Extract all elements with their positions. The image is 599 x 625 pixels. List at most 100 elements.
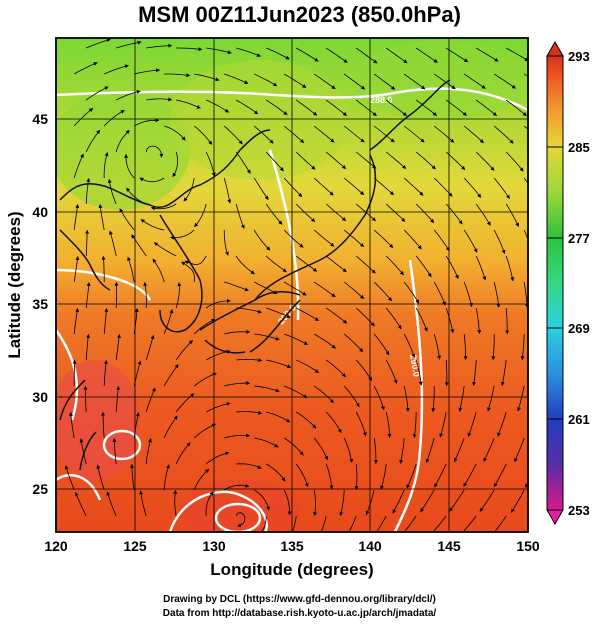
streamline (505, 255, 515, 282)
x-tick-label: 150 (516, 538, 540, 554)
streamline (224, 329, 251, 335)
streamline (236, 410, 263, 415)
streamline (479, 489, 495, 512)
streamline (253, 125, 274, 144)
streamline (444, 359, 449, 387)
streamline (463, 463, 477, 487)
streamline (283, 125, 305, 144)
streamline (146, 97, 173, 102)
streamline (73, 307, 80, 335)
streamline (463, 333, 468, 361)
streamline (295, 463, 309, 488)
streamline (343, 229, 365, 248)
streamline (343, 281, 365, 300)
streamline (291, 515, 297, 532)
streamline (459, 515, 477, 532)
streamline (295, 411, 317, 429)
streamline (205, 151, 216, 177)
streamline (385, 255, 404, 276)
streamline (373, 281, 393, 302)
streamline (445, 255, 459, 280)
streamline (72, 359, 77, 387)
streamline (433, 333, 442, 360)
streamline (283, 437, 304, 456)
temperature-contours (56, 87, 528, 532)
streamline (193, 372, 217, 387)
streamline (235, 203, 245, 230)
streamline (313, 229, 335, 247)
streamline (449, 489, 465, 512)
streamline (172, 151, 179, 178)
streamline (103, 152, 109, 179)
streamline (385, 151, 407, 169)
streamline (493, 463, 507, 488)
streamline (112, 437, 117, 465)
streamline (96, 464, 105, 491)
streamline (253, 489, 271, 511)
streamline (463, 229, 478, 253)
streamline (150, 203, 177, 211)
streamline (355, 151, 377, 169)
streamline (284, 385, 308, 399)
streamline (493, 177, 510, 200)
streamline (343, 177, 365, 196)
streamline (284, 333, 309, 345)
streamline (173, 489, 178, 517)
streamline (403, 515, 417, 532)
streamline (463, 281, 473, 308)
streamline (412, 411, 417, 439)
streamline (266, 359, 292, 369)
streamline (505, 47, 528, 62)
streamline (85, 177, 91, 205)
streamline (223, 177, 232, 204)
streamline (153, 242, 177, 257)
streamline (206, 349, 231, 361)
streamline (487, 385, 495, 412)
streamline (348, 515, 357, 532)
x-axis-title: Longitude (degrees) (210, 560, 373, 579)
streamline (313, 333, 336, 349)
streamline (415, 151, 436, 170)
streamline (116, 40, 142, 49)
streamline (517, 385, 525, 412)
streamline (193, 125, 213, 145)
streamline (193, 318, 216, 335)
streamline (385, 47, 408, 64)
streamline (254, 437, 279, 448)
streamline (146, 43, 173, 49)
streamline (254, 333, 280, 341)
streamline (283, 489, 292, 516)
streamline (385, 411, 392, 438)
streamline (283, 73, 307, 88)
streamline (415, 359, 423, 386)
streamline (295, 203, 316, 223)
streamline (523, 229, 528, 241)
streamline (119, 208, 135, 231)
colorbar-bar (546, 55, 564, 511)
streamline (343, 385, 360, 408)
colorbar-tick-label: 277 (568, 231, 590, 246)
streamline (163, 364, 179, 387)
contour-label: 290.0 (408, 354, 422, 378)
streamline (145, 145, 164, 158)
colorbar-tick-label: 269 (568, 321, 590, 336)
streamline (235, 99, 259, 115)
streamline (415, 255, 432, 278)
y-axis: 25 30 35 40 45 Latitude (degrees) (5, 111, 48, 497)
streamline (183, 177, 195, 202)
streamline (184, 255, 207, 266)
streamline (475, 255, 487, 281)
streamline (134, 118, 160, 127)
streamline (445, 47, 469, 63)
streamline (224, 433, 251, 439)
streamline (175, 339, 193, 361)
streamline (467, 411, 477, 438)
streamline (373, 125, 395, 143)
streamline (69, 411, 75, 439)
streamline (463, 177, 482, 198)
y-tick-label: 40 (32, 204, 48, 220)
streamline (163, 309, 174, 335)
streamline (206, 401, 231, 413)
streamline (439, 411, 447, 438)
